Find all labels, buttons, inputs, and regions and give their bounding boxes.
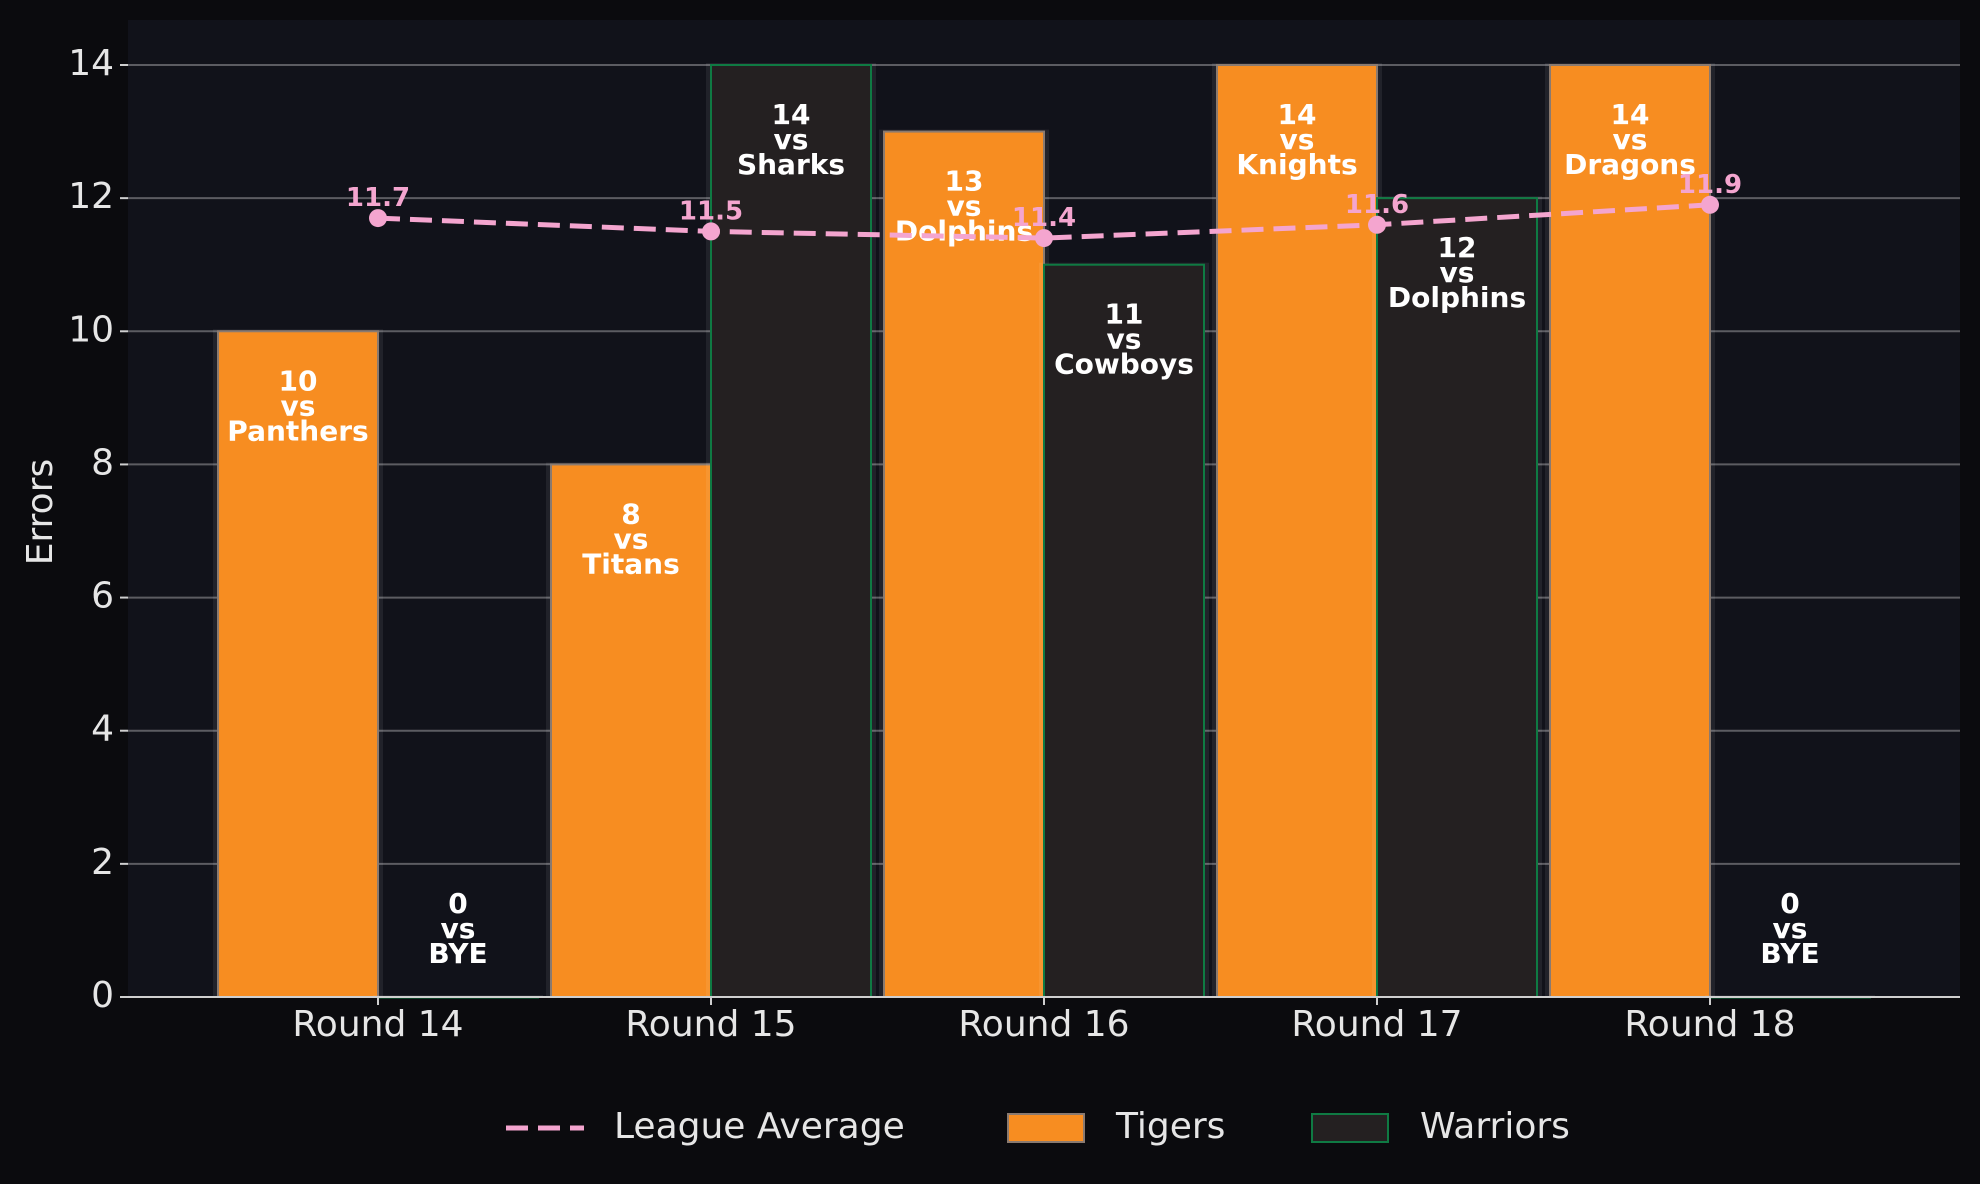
- y-tick-label: 0: [91, 975, 114, 1016]
- league-average-point: [1368, 215, 1386, 234]
- tigers-bar: [1549, 64, 1711, 998]
- league-average-point: [369, 209, 387, 228]
- x-tick-label: Round 15: [625, 1004, 796, 1045]
- league-average-point: [1035, 229, 1053, 248]
- legend-label-warriors: Warriors: [1420, 1106, 1570, 1147]
- league-average-point-label: 11.7: [346, 183, 410, 213]
- league-average-point: [1701, 195, 1719, 214]
- bar-opponent-label: Cowboys: [1054, 348, 1194, 381]
- league-average-point-label: 11.9: [1678, 170, 1742, 200]
- tigers-bar: [883, 130, 1045, 999]
- bar-value-label: 0: [1780, 887, 1799, 920]
- y-tick-label: 4: [91, 709, 114, 750]
- y-tick-label: 6: [91, 576, 114, 617]
- y-tick-label: 8: [91, 442, 114, 483]
- warriors-bar: [1376, 197, 1538, 998]
- bar-opponent-label: Panthers: [227, 414, 368, 447]
- bar-vs-label: vs: [614, 522, 649, 555]
- warriors-bar: [1043, 263, 1205, 998]
- bar-opponent-label: BYE: [1760, 937, 1819, 970]
- bar-vs-label: vs: [441, 912, 476, 945]
- bar-vs-label: vs: [281, 389, 316, 422]
- bar-opponent-label: Sharks: [737, 148, 845, 181]
- y-axis-label: Errors: [20, 459, 61, 566]
- bar-value-label: 14: [1278, 98, 1317, 131]
- bar-value-label: 12: [1438, 231, 1477, 264]
- y-tick-label: 2: [91, 842, 114, 883]
- tigers-bar: [1216, 64, 1378, 998]
- bar-opponent-label: Dragons: [1564, 148, 1696, 181]
- bar-opponent-label: Dolphins: [1388, 281, 1526, 314]
- league-average-point-label: 11.6: [1345, 190, 1409, 220]
- legend-swatch-tigers: [1007, 1113, 1085, 1143]
- bar-value-label: 14: [1611, 98, 1650, 131]
- bar-vs-label: vs: [1280, 123, 1315, 156]
- bar-opponent-label: Knights: [1236, 148, 1357, 181]
- bar-vs-label: vs: [1773, 912, 1808, 945]
- legend-label-tigers: Tigers: [1115, 1106, 1225, 1147]
- bar-value-label: 11: [1105, 298, 1144, 331]
- tigers-bar: [217, 330, 379, 998]
- axes: 0 2 4 6 8 10 12 14 Round 14 Round 15 Round 16 Round…: [68, 43, 1960, 1045]
- bar-vs-label: vs: [1440, 256, 1475, 289]
- y-tick-label: 12: [68, 176, 114, 217]
- bar-value-label: 13: [945, 165, 984, 198]
- league-average-point: [702, 222, 720, 241]
- y-tick-label: 14: [68, 43, 114, 84]
- legend-label-league-average: League Average: [614, 1106, 905, 1147]
- x-tick-label: Round 17: [1291, 1004, 1462, 1045]
- bar-opponent-label: Dolphins: [895, 215, 1033, 248]
- bar-labels: 10vsPanthers0vsBYE8vsTitans14vsSharks13v…: [227, 98, 1819, 970]
- bar-value-label: 14: [772, 98, 811, 131]
- bar-opponent-label: BYE: [428, 937, 487, 970]
- x-tick-label: Round 18: [1624, 1004, 1795, 1045]
- league-average-point-label: 11.5: [679, 196, 743, 226]
- y-tick-label: 10: [68, 309, 114, 350]
- legend-swatch-warriors: [1311, 1113, 1389, 1143]
- x-tick-label: Round 14: [292, 1004, 463, 1045]
- bar-vs-label: vs: [947, 190, 982, 223]
- x-tick-label: Round 16: [958, 1004, 1129, 1045]
- bars: [213, 63, 1875, 999]
- legend: League Average Tigers Warriors: [506, 1106, 1570, 1147]
- league-average-line: 11.7 11.5 11.4 11.6 11.9: [346, 170, 1742, 248]
- bar-opponent-label: Titans: [582, 547, 680, 580]
- bar-value-label: 8: [621, 497, 640, 530]
- bar-value-label: 10: [279, 364, 318, 397]
- bar-value-label: 0: [448, 887, 467, 920]
- bar-vs-label: vs: [1613, 123, 1648, 156]
- bar-vs-label: vs: [774, 123, 809, 156]
- league-average-point-label: 11.4: [1012, 203, 1076, 233]
- bar-vs-label: vs: [1107, 323, 1142, 356]
